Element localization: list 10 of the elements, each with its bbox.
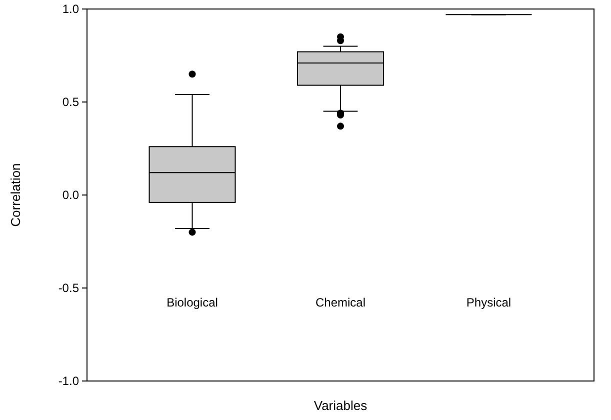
x-tick-label: Physical: [466, 296, 512, 310]
x-tick-label: Chemical: [315, 296, 366, 310]
y-tick-label: 1.0: [62, 2, 80, 16]
y-tick-label: -0.5: [58, 281, 80, 296]
y-axis-title: Correlation: [8, 163, 23, 227]
x-axis-title: Variables: [314, 398, 368, 413]
y-tick-label: 0.5: [62, 95, 80, 110]
x-tick-label: Biological: [166, 296, 218, 310]
y-tick-label: 0.0: [62, 188, 80, 202]
y-tick-label: -1.0: [58, 374, 80, 388]
